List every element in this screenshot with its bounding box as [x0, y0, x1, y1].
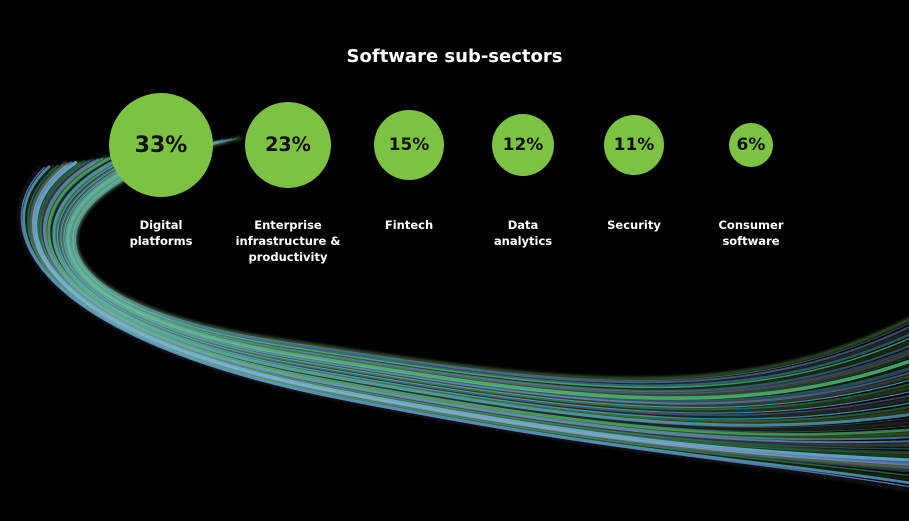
- category-label-line: platforms: [129, 234, 193, 248]
- swoosh-streak: [58, 151, 909, 418]
- category-label-line: Security: [607, 218, 661, 232]
- swoosh-streak: [73, 138, 909, 384]
- swoosh-streak: [63, 148, 909, 408]
- bubble-4: 12%: [491, 113, 555, 177]
- swoosh-streak: [18, 167, 909, 491]
- value-label: 11%: [613, 134, 655, 155]
- category-label: Enterprise infrastructure & productivity: [223, 217, 353, 265]
- swoosh-streak: [44, 157, 909, 441]
- swoosh-streak: [30, 162, 909, 470]
- category-label: Consumer software: [686, 217, 816, 249]
- category-label-line: software: [722, 234, 780, 248]
- category-label: Digital platforms: [96, 217, 226, 249]
- category-label: Data analytics: [458, 217, 588, 249]
- swoosh-streak: [52, 154, 909, 428]
- category-label-line: Fintech: [384, 218, 434, 232]
- swoosh-streak: [50, 154, 909, 431]
- swoosh-streak: [40, 159, 909, 450]
- swoosh-streak: [28, 163, 909, 473]
- swoosh-streak: [37, 159, 909, 455]
- category-label-line: productivity: [248, 250, 328, 264]
- swoosh-streak: [59, 150, 909, 416]
- category-label-line: Data: [507, 218, 539, 232]
- category-label-line: Consumer: [718, 218, 784, 232]
- swoosh-streak: [65, 144, 909, 404]
- bubble-3: 15%: [373, 109, 445, 181]
- swoosh-streak: [45, 156, 909, 439]
- category-label: Fintech: [344, 217, 474, 233]
- chart-title: Software sub-sectors: [346, 46, 563, 67]
- category-label: Security: [569, 217, 699, 233]
- bubble-1: 33%: [109, 93, 213, 197]
- category-label-line: analytics: [493, 234, 553, 248]
- value-label: 23%: [265, 133, 311, 157]
- bubble-2: 23%: [244, 101, 332, 189]
- category-label-line: Enterprise: [254, 218, 322, 232]
- category-label-line: Digital: [139, 218, 183, 232]
- swoosh-streak: [60, 148, 909, 413]
- swoosh-streak: [75, 136, 909, 380]
- swoosh-streak: [72, 139, 909, 387]
- value-label: 33%: [134, 132, 188, 158]
- swoosh-streak: [68, 142, 909, 396]
- swoosh-streak: [41, 158, 909, 447]
- swoosh-streak: [20, 166, 909, 488]
- swoosh-streak: [43, 158, 909, 444]
- swoosh-streak: [22, 165, 909, 485]
- swoosh-streak: [66, 143, 909, 400]
- bubble-6: 6%: [728, 122, 774, 168]
- swoosh-streak: [71, 140, 909, 391]
- swoosh-streak: [70, 141, 909, 393]
- value-label: 12%: [502, 134, 544, 155]
- value-label: 6%: [736, 134, 766, 155]
- swoosh-streak: [57, 151, 909, 420]
- value-label: 15%: [388, 134, 430, 155]
- category-label-line: infrastructure &: [235, 234, 341, 248]
- swoosh-streak: [60, 150, 909, 414]
- bubble-5: 11%: [603, 114, 664, 175]
- swoosh-streak: [67, 145, 909, 401]
- swoosh-streak: [27, 164, 909, 477]
- swoosh-streak: [52, 153, 909, 427]
- swoosh-streak: [63, 146, 909, 407]
